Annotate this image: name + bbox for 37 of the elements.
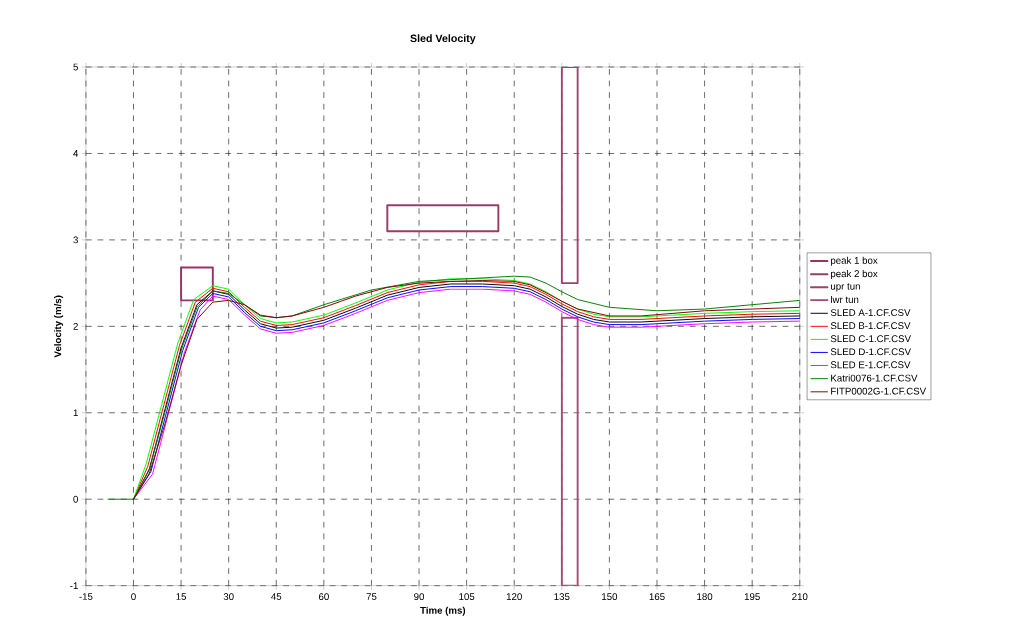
x-axis-title: Time (ms) xyxy=(420,606,466,616)
x-tick-label: 30 xyxy=(223,593,234,601)
x-tick-label: 0 xyxy=(131,593,136,601)
y-tick-label: 3 xyxy=(73,236,78,244)
y-tick-label: 5 xyxy=(73,63,78,71)
x-tick-label: 195 xyxy=(744,593,760,601)
y-tick-label: 0 xyxy=(73,495,78,503)
x-tick-label: 75 xyxy=(366,593,377,600)
x-tick-label: 180 xyxy=(697,593,713,601)
x-tick-label: 150 xyxy=(602,593,618,601)
y-tick-label: 2 xyxy=(73,322,78,330)
x-tick-label: 60 xyxy=(318,593,329,601)
x-tick-label: 120 xyxy=(506,593,522,601)
legend-label: Katri0076-1.CF.CSV xyxy=(831,374,918,382)
legend-label: FITP0002G-1.CF.CSV xyxy=(831,387,927,395)
legend-label: upr tun xyxy=(831,283,860,292)
legend-label: SLED A-1.CF.CSV xyxy=(830,309,911,317)
legend-label: SLED B-1.CF.CSV xyxy=(830,322,911,330)
y-axis-title: Velocity (m/s) xyxy=(54,295,64,358)
legend-label: lwr tun xyxy=(831,295,859,304)
x-tick-label: -15 xyxy=(79,593,93,600)
chart-title: Sled Velocity xyxy=(410,34,476,45)
x-tick-label: 90 xyxy=(414,593,425,601)
y-tick-label: 4 xyxy=(73,150,79,157)
x-tick-label: 210 xyxy=(792,593,808,601)
legend-label: SLED C-1.CF.CSV xyxy=(830,335,911,343)
y-tick-label: 1 xyxy=(73,409,78,417)
x-tick-label: 15 xyxy=(176,593,187,600)
legend-label: peak 2 box xyxy=(831,270,878,280)
x-tick-label: 105 xyxy=(459,593,475,601)
y-tick-label: -1 xyxy=(70,582,78,590)
x-tick-label: 165 xyxy=(649,593,665,601)
x-tick-label: 45 xyxy=(271,593,282,600)
x-tick-label: 135 xyxy=(554,593,570,601)
legend-label: SLED E-1.CF.CSV xyxy=(830,361,911,369)
legend-label: SLED D-1.CF.CSV xyxy=(830,348,911,356)
legend-label: peak 1 box xyxy=(831,256,878,266)
